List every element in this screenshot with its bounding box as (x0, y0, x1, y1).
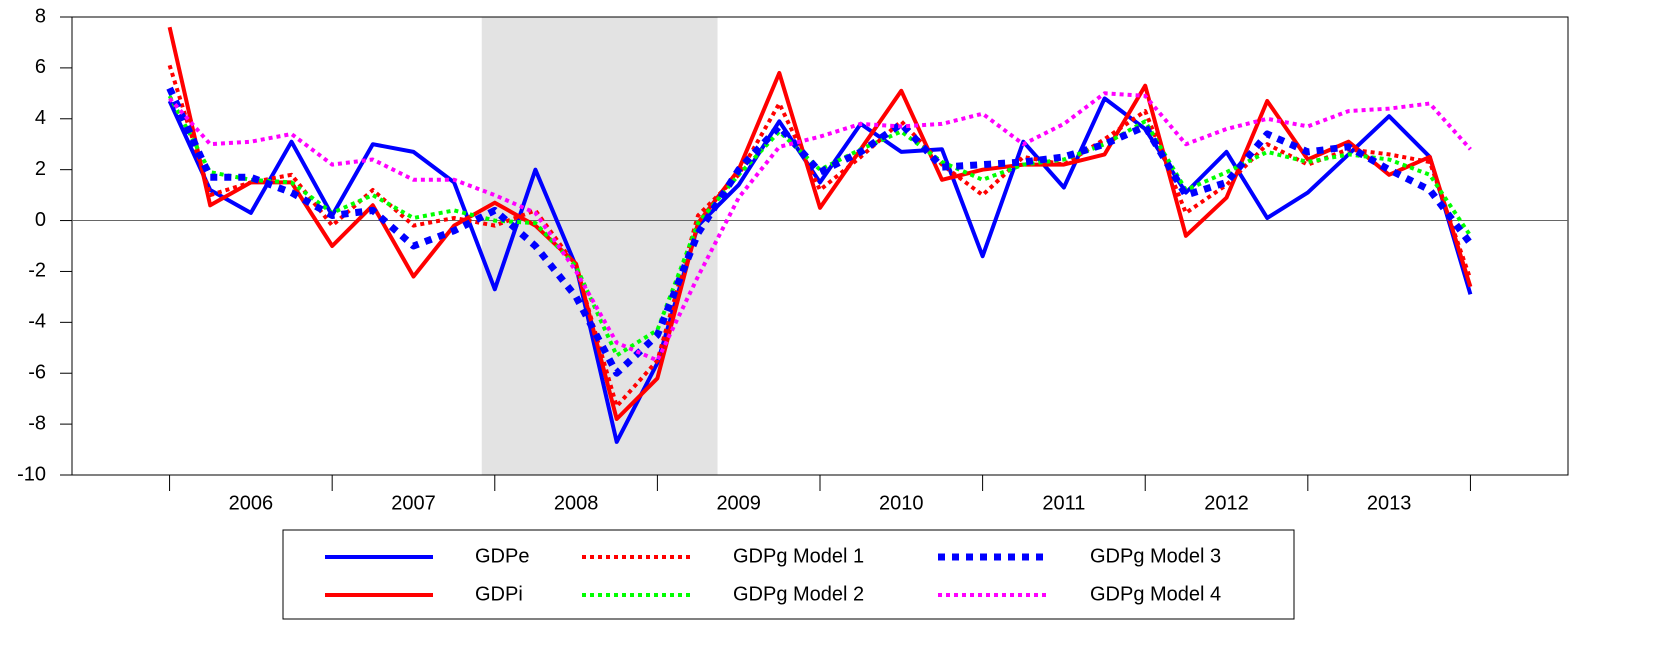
x-tick-label: 2009 (716, 492, 761, 514)
plot-frame (71, 16, 1569, 476)
legend-label: GDPg Model 2 (733, 583, 864, 605)
y-tick-label: -2 (28, 260, 46, 282)
x-tick-label: 2010 (879, 492, 924, 514)
series-line (167, 96, 1473, 444)
y-tick-label: 0 (35, 209, 46, 231)
shaded-period (481, 17, 718, 475)
x-tick-label: 2011 (1042, 492, 1085, 514)
series-line (168, 91, 1472, 363)
legend-label: GDPg Model 1 (733, 545, 864, 567)
legend-box (282, 529, 1295, 620)
y-tick-label: 4 (35, 107, 46, 129)
y-tick-label: 6 (35, 56, 46, 78)
x-tick-label: 2007 (391, 492, 436, 514)
x-tick-label: 2008 (554, 492, 599, 514)
series-line (167, 64, 1473, 409)
y-tick-label: -8 (28, 412, 46, 434)
y-tick-label: 2 (35, 158, 46, 180)
y-tick-label: -4 (28, 311, 46, 333)
legend-label: GDPg Model 3 (1090, 545, 1221, 567)
x-tick-label: 2012 (1204, 492, 1249, 514)
x-tick-label: 2006 (229, 492, 274, 514)
x-tick-label: 2013 (1367, 492, 1412, 514)
legend-label: GDPg Model 4 (1090, 583, 1221, 605)
legend-label: GDPe (475, 545, 529, 567)
y-tick-label: -6 (28, 362, 46, 384)
y-tick-label: 8 (35, 5, 46, 27)
series-line (166, 86, 1474, 377)
legend-label: GDPi (475, 583, 523, 605)
series-line (167, 26, 1473, 421)
y-tick-label: -10 (17, 463, 46, 485)
